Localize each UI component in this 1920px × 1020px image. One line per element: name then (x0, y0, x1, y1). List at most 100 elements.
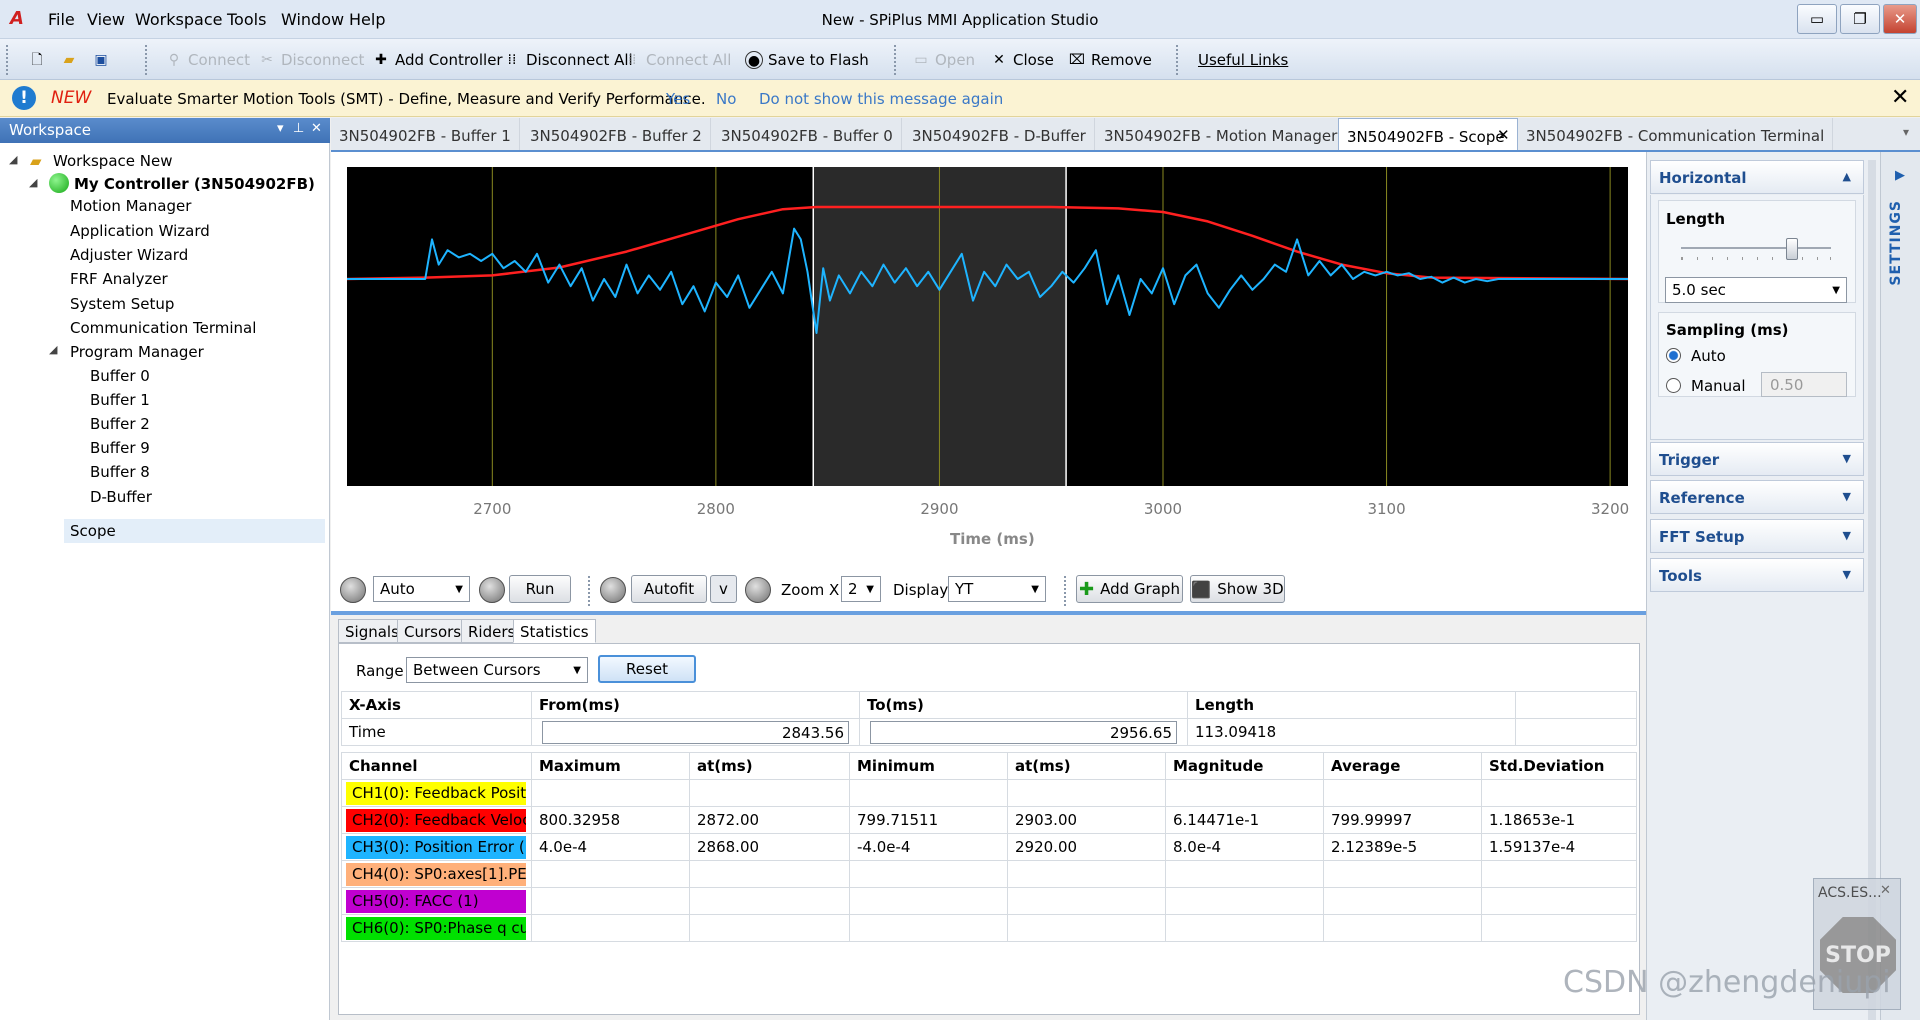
channel-label[interactable]: CH4(0): SP0:axes[1].PE (346, 862, 526, 886)
tree-item-buffer-8[interactable]: Buffer 8 (90, 463, 150, 481)
length-slider-thumb[interactable] (1786, 238, 1798, 260)
toolbar-grip[interactable] (588, 576, 594, 606)
close-button[interactable]: ✕ Close (990, 47, 1054, 73)
channel-row[interactable]: CH4(0): SP0:axes[1].PE (341, 860, 1637, 888)
toolbar-grip[interactable] (1176, 45, 1182, 75)
toolbar-grip[interactable] (6, 45, 12, 75)
show-3d-button[interactable]: ⬛ Show 3D (1190, 575, 1285, 603)
info-no-link[interactable]: No (716, 90, 737, 108)
tree-item-d-buffer[interactable]: D-Buffer (90, 488, 152, 506)
tab-buffer-2[interactable]: 3N504902FB - Buffer 2 (522, 118, 711, 150)
settings-strip-label[interactable]: SETTINGS (1888, 200, 1904, 286)
expand-icon[interactable]: ◢ (9, 153, 18, 166)
remove-button[interactable]: ⌧ Remove (1068, 47, 1152, 73)
auto-radio[interactable] (1666, 348, 1681, 363)
autofit-button[interactable]: Autofit (631, 575, 707, 603)
vertical-autofit-button[interactable]: v (710, 575, 737, 603)
channel-row[interactable]: CH6(0): SP0:Phase q cu... (341, 914, 1637, 942)
tab-riders[interactable]: Riders (461, 619, 523, 643)
channel-label[interactable]: CH5(0): FACC (1) (346, 889, 526, 913)
channel-label[interactable]: CH2(0): Feedback Veloci... (346, 808, 526, 832)
tab-scroll-icon[interactable]: ▾ (1903, 125, 1910, 139)
tree-controller[interactable]: My Controller (3N504902FB) (74, 175, 315, 193)
info-close-icon[interactable]: ✕ (1891, 85, 1910, 110)
horizontal-section[interactable]: Horizontal ▲ (1650, 160, 1864, 194)
tree-workspace-root[interactable]: Workspace New (53, 152, 173, 170)
tab-statistics[interactable]: Statistics (513, 619, 596, 643)
disconnect-button[interactable]: ✂ Disconnect (258, 47, 364, 73)
tree-item-buffer-1[interactable]: Buffer 1 (90, 391, 150, 409)
manual-radio[interactable] (1666, 378, 1681, 393)
run-button[interactable]: Run (509, 575, 571, 603)
pane-close-icon[interactable]: ✕ (311, 121, 322, 136)
tree-item-adjuster-wizard[interactable]: Adjuster Wizard (70, 246, 189, 264)
mode-dropdown[interactable]: Auto ▼ (373, 576, 470, 602)
add-graph-button[interactable]: ✚ Add Graph (1076, 575, 1183, 603)
reset-button[interactable]: Reset (598, 655, 696, 683)
info-yes-link[interactable]: Yes (666, 90, 691, 108)
channel-label[interactable]: CH3(0): Position Error (1) (346, 835, 526, 859)
new-workspace-button[interactable]: 🗋 (28, 47, 46, 73)
length-slider-track[interactable] (1681, 247, 1831, 249)
save-workspace-button[interactable]: ▣ (92, 47, 110, 73)
tree-item-buffer-0[interactable]: Buffer 0 (90, 367, 150, 385)
tab-communication-terminal[interactable]: 3N504902FB - Communication Terminal (1518, 118, 1834, 150)
channel-row[interactable]: CH5(0): FACC (1) (341, 887, 1637, 915)
trigger-section[interactable]: Trigger ▼ (1650, 442, 1864, 476)
disconnect-all-button[interactable]: ⁞⁞ Disconnect All (503, 47, 633, 73)
info-dont-show-link[interactable]: Do not show this message again (759, 90, 1004, 108)
tab-scope[interactable]: 3N504902FB - Scope (1338, 118, 1518, 150)
menu-tools[interactable]: Tools (227, 10, 267, 29)
manual-sampling-input[interactable]: 0.50 (1761, 372, 1847, 397)
add-controller-button[interactable]: ✚ Add Controller (372, 47, 502, 73)
from-input[interactable]: 2843.56 (542, 720, 849, 744)
toolbar-grip[interactable] (145, 45, 151, 75)
length-dropdown[interactable]: 5.0 sec ▼ (1665, 277, 1847, 303)
toolbar-grip[interactable] (1064, 576, 1070, 606)
acs-stop-widget[interactable]: ACS.ES... ✕ STOP (1813, 878, 1901, 1010)
tree-item-system-setup[interactable]: System Setup (70, 295, 175, 313)
channel-label[interactable]: CH6(0): SP0:Phase q cu... (346, 916, 526, 940)
tab-close-icon[interactable]: ✕ (1497, 126, 1510, 144)
settings-scrollbar[interactable] (1868, 160, 1876, 1020)
channel-row[interactable]: CH3(0): Position Error (1) 4.0e-4 2868.00-… (341, 833, 1637, 861)
restore-button[interactable]: ❐ (1840, 4, 1880, 34)
useful-links-button[interactable]: Useful Links (1198, 51, 1289, 69)
display-dropdown[interactable]: YT ▼ (948, 576, 1046, 602)
channel-row[interactable]: CH2(0): Feedback Veloci...800.329582872.… (341, 806, 1637, 834)
tree-item-buffer-9[interactable]: Buffer 9 (90, 439, 150, 457)
range-dropdown[interactable]: Between Cursors ▼ (406, 657, 588, 683)
channel-row[interactable]: CH1(0): Feedback Positi... (341, 779, 1637, 807)
expand-icon[interactable]: ◢ (49, 343, 58, 356)
menu-window[interactable]: Window (281, 10, 345, 29)
save-to-flash-button[interactable]: ● Save to Flash (745, 47, 869, 73)
zoom-dropdown[interactable]: 2 ▼ (841, 576, 881, 602)
channel-label[interactable]: CH1(0): Feedback Positi... (346, 781, 526, 805)
open-button[interactable]: ▭ Open (912, 47, 975, 73)
menu-help[interactable]: Help (349, 10, 386, 29)
minimize-button[interactable]: ▭ (1797, 4, 1837, 34)
expand-icon[interactable]: ◢ (29, 176, 38, 189)
toolbar-grip[interactable] (894, 45, 900, 75)
acs-close-icon[interactable]: ✕ (1880, 883, 1891, 898)
scope-plot[interactable] (347, 167, 1628, 486)
tree-item-scope[interactable]: Scope (70, 522, 116, 540)
tools-section[interactable]: Tools ▼ (1650, 558, 1864, 592)
tree-item-communication-terminal[interactable]: Communication Terminal (70, 319, 257, 337)
menu-file[interactable]: File (48, 10, 75, 29)
tab-motion-manager[interactable]: 3N504902FB - Motion Manager (1096, 118, 1347, 150)
menu-view[interactable]: View (87, 10, 125, 29)
tab-cursors[interactable]: Cursors (397, 619, 469, 643)
pin-icon[interactable]: ⊥ (293, 121, 305, 136)
chevron-right-icon[interactable]: ▶ (1895, 168, 1905, 183)
tab-buffer-0[interactable]: 3N504902FB - Buffer 0 (713, 118, 902, 150)
fft-setup-section[interactable]: FFT Setup ▼ (1650, 519, 1864, 553)
reference-section[interactable]: Reference ▼ (1650, 480, 1864, 514)
window-close-button[interactable]: ✕ (1883, 4, 1917, 34)
tree-item-buffer-2[interactable]: Buffer 2 (90, 415, 150, 433)
connect-button[interactable]: ⚲ Connect (165, 47, 250, 73)
pane-menu-icon[interactable]: ▾ (277, 121, 284, 136)
menu-workspace[interactable]: Workspace (135, 10, 223, 29)
stop-button[interactable]: STOP (1820, 917, 1896, 993)
tree-item-frf-analyzer[interactable]: FRF Analyzer (70, 270, 168, 288)
